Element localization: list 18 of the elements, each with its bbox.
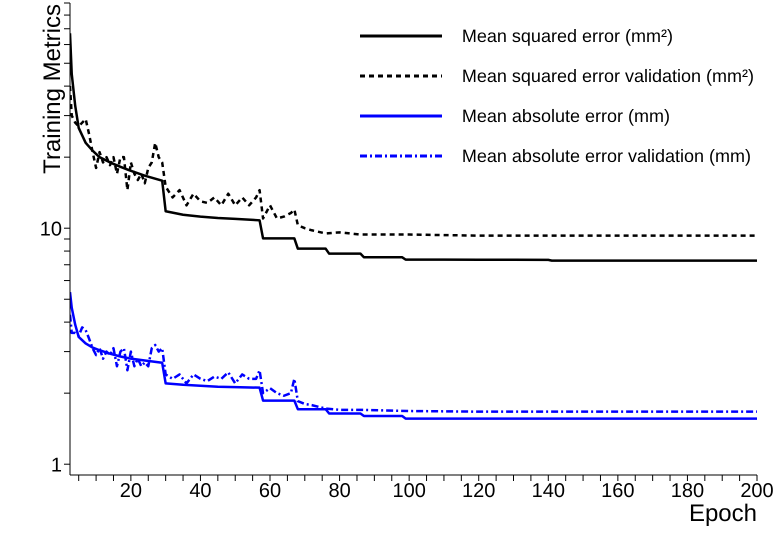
x-tick-label: 200 <box>740 480 774 502</box>
x-tick-label: 20 <box>120 480 142 502</box>
x-tick-label: 40 <box>189 480 212 502</box>
x-axis-title: Epoch <box>688 500 757 528</box>
x-tick-label: 120 <box>462 480 496 502</box>
y-axis-title: Training Metrics <box>38 4 67 174</box>
x-tick-label: 140 <box>532 480 565 502</box>
x-tick-label: 80 <box>328 480 351 502</box>
x-tick-label: 180 <box>670 480 704 502</box>
legend-label: Mean absolute error validation (mm) <box>462 146 752 166</box>
y-tick-label: 1 <box>50 454 62 476</box>
x-tick-label: 60 <box>258 480 282 502</box>
y-tick-label: 10 <box>40 218 62 240</box>
x-tick-label: 100 <box>392 480 426 502</box>
legend-label: Mean absolute error (mm) <box>462 106 670 126</box>
x-tick-label: 160 <box>601 480 635 502</box>
legend-label: Mean squared error validation (mm²) <box>462 66 754 86</box>
legend-label: Mean squared error (mm²) <box>462 26 673 46</box>
